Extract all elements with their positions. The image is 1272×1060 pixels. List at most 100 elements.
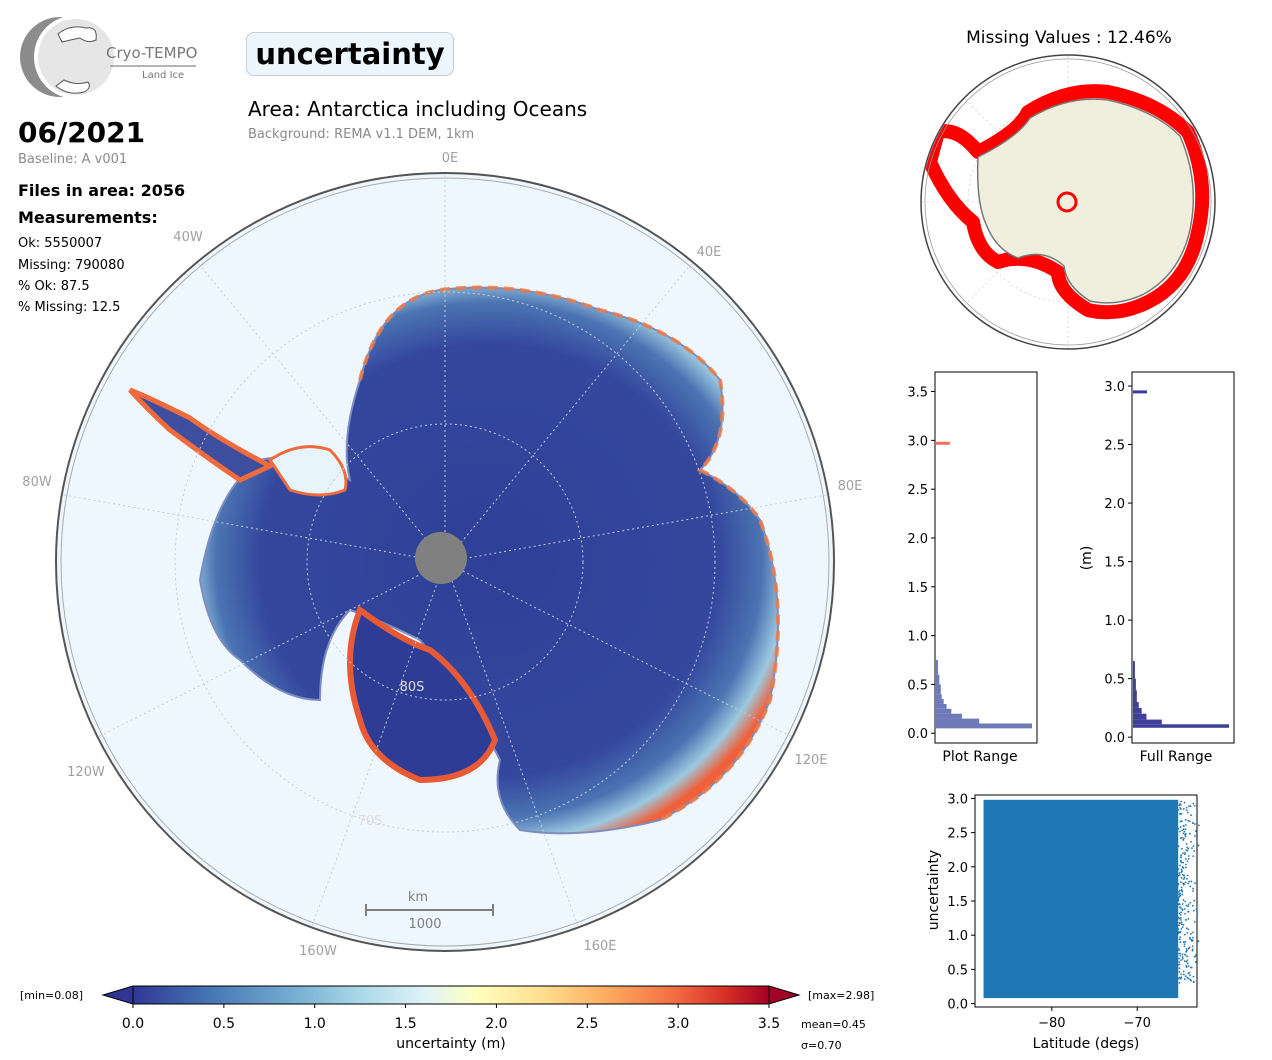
pole-hole [415,532,467,584]
scatter-point [1182,832,1185,835]
colorbar-min-extension [101,985,134,1005]
scatter-point [1186,877,1188,880]
scatter-point [1179,807,1181,809]
scatter-point [1177,845,1180,848]
scatter-point [1186,959,1189,962]
scatter-point [1181,953,1184,956]
scatter-point [1177,928,1180,930]
scatter-point [1187,905,1190,908]
scatter-point [1180,877,1183,879]
hist-ytick-label: 3.0 [907,434,928,449]
hist-ytick-label: 3.5 [907,386,928,401]
scatter-point [1184,833,1186,836]
scatter-point [1180,871,1183,874]
measurements-heading: Measurements: [18,208,158,227]
scatter-point [1185,806,1188,809]
scatter-point [1179,820,1182,823]
hist-bar [936,694,942,700]
variable-title-box: uncertainty [246,32,454,76]
scatter-point [1178,971,1181,973]
scatter-point [1179,864,1181,867]
hist-ytick-label: 3.0 [1104,380,1125,395]
scatter-point [1184,828,1187,831]
lon-label-160w: 160W [299,944,337,959]
scatter-point [1179,803,1181,805]
scatter-point [1192,822,1194,825]
colorbar: 0.0 0.5 1.0 1.5 2.0 2.5 3.0 3.5 uncertainty (m)… [20,985,874,1052]
scatter-point [1196,906,1198,909]
scatter-point [1196,912,1199,914]
colorbar-gradient [132,985,770,1005]
scatter-point [1186,874,1189,877]
scatter-point [1182,838,1185,841]
scatter-point [1180,973,1183,976]
files-in-area: Files in area: 2056 [18,181,186,200]
scatter-point [1179,830,1181,833]
scatter-point [1179,931,1181,934]
scatter-point [1192,802,1195,805]
scatter-point [1183,973,1185,976]
scatter-point [1187,882,1190,885]
scatter-point [1182,808,1185,810]
measurements-ok: Ok: 5550007 [18,236,103,251]
scatter-point [1197,844,1200,847]
scatter-ytick-label: 1.0 [947,929,968,944]
plot-range-xlabel: Plot Range [942,749,1017,765]
scatter-point [1180,921,1183,924]
scatter-point [1194,882,1196,885]
scatter-point [1189,979,1192,982]
scatter-point [1193,921,1196,923]
date-label: 06/2021 [18,116,146,149]
measurements-pct-ok: % Ok: 87.5 [18,279,90,294]
scatter-point [1184,975,1187,978]
scatter-point [1187,855,1190,857]
scatter-point [1187,918,1190,920]
hist-bar [1133,690,1137,703]
scatter-point [1177,898,1180,900]
scatter-point [1178,967,1181,969]
lon-label-40w: 40W [173,230,203,245]
scatter-point [1179,894,1182,897]
scatter-point [1188,832,1191,835]
scatter-point [1179,977,1182,980]
scatter-point [1192,887,1195,890]
scatter-point [1192,931,1194,934]
scatter-point [1188,946,1191,949]
scatter-point [1182,852,1184,855]
hist-bar [1133,724,1229,728]
lon-label-120e: 120E [794,753,827,768]
scatter-point [1178,903,1181,906]
scatter-point [1185,950,1188,953]
missing-values-band [923,84,1210,320]
hist-ytick-label: 0.5 [1104,673,1125,688]
map-graticule [57,174,833,927]
scatter-point [1184,818,1187,821]
colorbar-tick-label: 0.5 [213,1016,235,1032]
full-range-frame [1131,371,1235,744]
hist-bar [936,660,938,675]
scatter-point [1189,901,1192,904]
scatter-point [1180,886,1183,889]
scatter-point [1180,888,1183,891]
scatter-point [1181,893,1184,896]
scatter-point [1179,812,1182,815]
scatter-point [1178,889,1181,892]
inset-pole-missing [1056,191,1078,213]
colorbar-tick-label: 3.0 [667,1016,689,1032]
scatter-point [1178,872,1181,874]
scatter-point [1183,978,1186,981]
scatter-point [1186,860,1189,863]
scatter-point [1182,970,1185,973]
scatter-point [1192,981,1195,984]
missing-values-title: Missing Values : 12.46% [966,28,1172,48]
full-range-xlabel: Full Range [1140,749,1213,765]
scatter-point [1183,837,1185,840]
scatter-point [1194,830,1197,832]
scatter-point [1177,808,1180,811]
scatter-point [1192,936,1194,939]
scatter-point [1188,880,1191,883]
measurements-missing: Missing: 790080 [18,258,125,273]
scatter-point [1187,857,1190,860]
colorbar-min-label: [min=0.08] [20,989,83,1002]
coastal-uncertainty-fringe [358,285,780,822]
